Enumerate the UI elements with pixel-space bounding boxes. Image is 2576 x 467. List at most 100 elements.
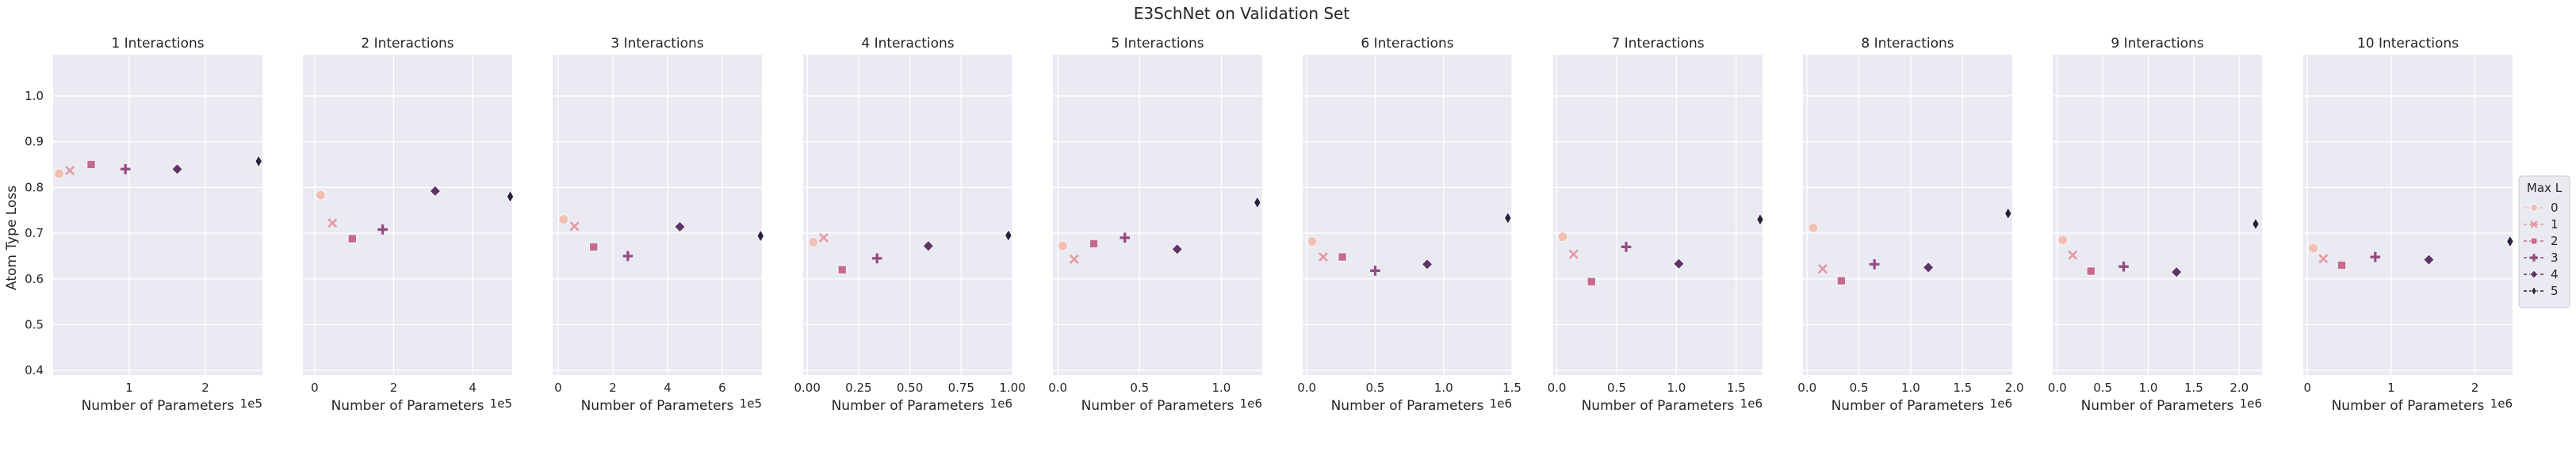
data-point-maxl-0: [1808, 222, 1819, 233]
x-axis-label: Number of Parameters: [1832, 398, 1985, 414]
data-point-maxl-1: [2318, 254, 2329, 264]
data-point-maxl-5: [756, 229, 764, 243]
data-point-maxl-3: [622, 251, 633, 262]
x-axis-exponent: 1e6: [1240, 396, 1262, 411]
data-point-maxl-4: [171, 163, 183, 175]
data-point-maxl-5: [1254, 196, 1261, 209]
legend-marker: [2531, 285, 2537, 297]
x-axis-label: Number of Parameters: [1081, 398, 1234, 414]
plot-area: [2303, 55, 2513, 375]
x-tick-label: 0: [554, 381, 562, 395]
y-tick-label: 0.9: [25, 135, 44, 149]
x-tick-label: 2.0: [2230, 381, 2249, 395]
x-tick-label: 2: [2471, 381, 2479, 395]
data-point-maxl-5: [2252, 217, 2260, 231]
x-tick-label: 0: [311, 381, 319, 395]
data-point-maxl-3: [871, 253, 882, 264]
y-tick-label: 0.7: [25, 226, 44, 240]
data-point-maxl-5: [2506, 235, 2514, 248]
gridlines: [803, 55, 1013, 375]
x-tick-label: 1.5: [1953, 381, 1972, 395]
x-tick-label: 0.25: [845, 381, 871, 395]
data-point-maxl-4: [1673, 258, 1685, 270]
data-point-maxl-0: [1557, 232, 1568, 243]
y-tick-label: 0.4: [25, 363, 44, 377]
data-point-maxl-2: [837, 265, 847, 274]
data-point-maxl-4: [1171, 243, 1183, 255]
x-tick-label: 1.5: [2184, 381, 2203, 395]
x-axis-label: Number of Parameters: [2332, 398, 2485, 414]
panel-5: 0.0 0.5 1.0 5 Interactions Number of Paramet…: [1048, 36, 1262, 414]
data-point-maxl-3: [1370, 266, 1380, 276]
x-tick-label: 2: [390, 381, 398, 395]
panel-7: 0.0 0.5 1.0 1.5 7 Interactions Number of Para…: [1548, 36, 1764, 414]
data-point-maxl-5: [1504, 212, 1512, 225]
data-point-maxl-0: [1057, 240, 1068, 251]
data-point-maxl-3: [2119, 261, 2129, 272]
legend-entry: 3: [2524, 251, 2559, 265]
x-tick-label: 1.0: [1667, 381, 1686, 395]
x-tick-label: 0: [2304, 381, 2312, 395]
legend-marker: [2529, 270, 2539, 279]
y-tick-label: 0.5: [25, 318, 44, 332]
legend: Max L 0 1 2 3 4 5: [2518, 175, 2570, 308]
x-axis-exponent: 1e5: [240, 396, 262, 411]
x-tick-label: 0.5: [2093, 381, 2112, 395]
data-point-maxl-2: [2337, 260, 2347, 270]
legend-entry: 1: [2524, 217, 2559, 232]
y-tick-label: 1.0: [25, 89, 44, 103]
x-tick-label: 0.0: [1797, 381, 1816, 395]
x-axis-exponent: 1e6: [1490, 396, 1512, 411]
legend-label: 3: [2551, 251, 2559, 265]
legend-entry: 4: [2524, 267, 2559, 281]
legend-entry: 2: [2524, 234, 2559, 248]
data-point-maxl-0: [808, 237, 819, 248]
data-point-maxl-5: [1005, 228, 1012, 242]
panel-title: 7 Interactions: [1611, 36, 1704, 52]
panels: 0.4 0.5 0.6 0.7 0.8 0.9 1.0 1 2 1 Interactions Num…: [25, 36, 2514, 414]
data-point-maxl-5: [1756, 212, 1764, 226]
x-tick-label: 2: [609, 381, 617, 395]
data-point-maxl-1: [2068, 250, 2078, 260]
x-axis-label: Number of Parameters: [82, 398, 235, 414]
data-point-maxl-1: [1069, 254, 1079, 265]
data-point-maxl-2: [347, 234, 357, 243]
data-point-maxl-4: [2423, 254, 2435, 266]
data-point-maxl-0: [2057, 235, 2069, 246]
gridlines: [2053, 55, 2262, 375]
x-axis-exponent: 1e5: [740, 396, 762, 411]
legend-label: 5: [2551, 284, 2559, 298]
data-point-maxl-0: [54, 168, 65, 179]
x-tick-label: 2.0: [2005, 381, 2024, 395]
x-tick-label: 4: [664, 381, 672, 395]
data-point-maxl-3: [377, 224, 388, 235]
data-point-maxl-3: [2370, 251, 2381, 262]
x-tick-label: 4: [469, 381, 477, 395]
data-point-maxl-0: [316, 189, 326, 201]
plot-area: [303, 55, 512, 375]
panel-9: 0.0 0.5 1.0 1.5 2.0 9 Interactions Number of P…: [2048, 36, 2262, 414]
data-point-maxl-1: [65, 165, 75, 176]
legend-title: Max L: [2527, 181, 2563, 195]
data-point-maxl-0: [2308, 243, 2319, 254]
x-axis-label: Number of Parameters: [331, 398, 484, 414]
data-point-maxl-1: [1817, 264, 1828, 274]
plot-area: [803, 55, 1012, 375]
data-point-maxl-5: [2004, 207, 2012, 220]
panel-10: 0 1 2 10 Interactions Number of Parameters 1e…: [2303, 36, 2514, 414]
data-point-maxl-1: [327, 218, 338, 228]
legend-marker: [2530, 254, 2538, 262]
plot-area: [1053, 55, 1262, 375]
gridlines: [2303, 55, 2513, 375]
panel-title: 1 Interactions: [111, 36, 204, 52]
x-tick-label: 1: [2387, 381, 2395, 395]
data-point-maxl-2: [86, 160, 96, 170]
panel-title: 4 Interactions: [861, 36, 954, 52]
panel-title: 5 Interactions: [1111, 36, 1204, 52]
x-axis-exponent: 1e6: [2490, 396, 2513, 411]
x-tick-label: 1.5: [1502, 381, 1521, 395]
data-point-maxl-1: [1318, 252, 1328, 262]
data-point-maxl-4: [2170, 266, 2183, 278]
data-point-maxl-1: [569, 221, 580, 232]
data-point-maxl-5: [255, 155, 262, 168]
